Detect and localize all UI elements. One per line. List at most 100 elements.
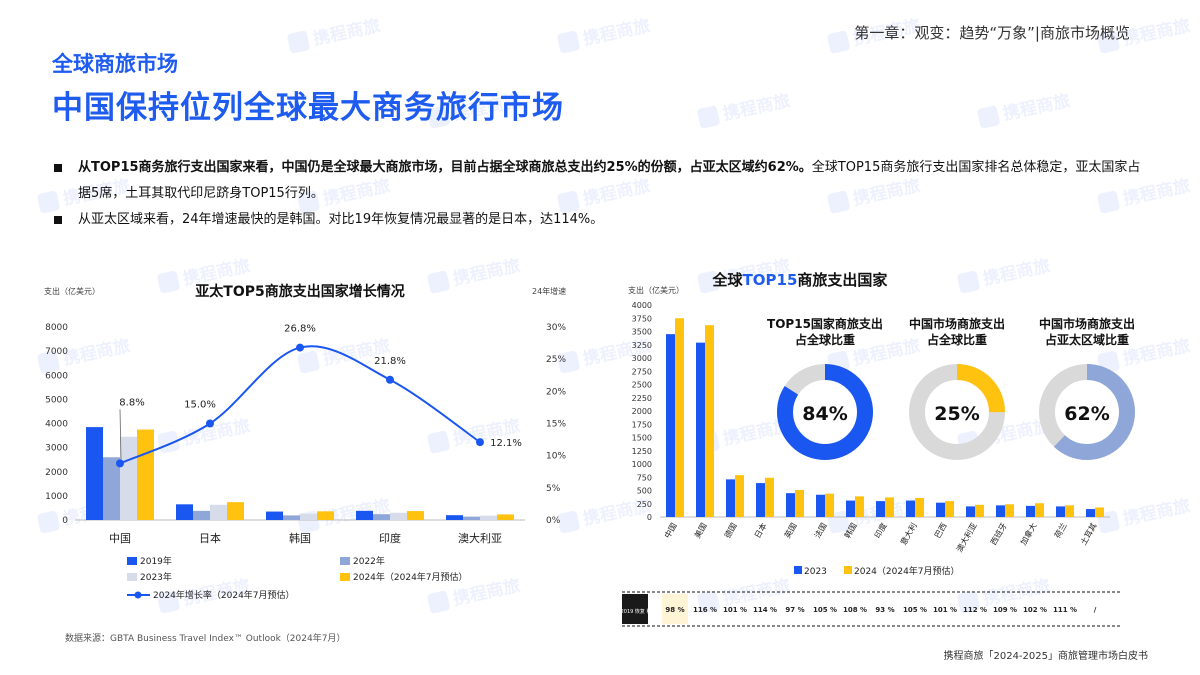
right-legend-swatch — [794, 566, 802, 574]
right-bar — [705, 325, 714, 517]
growth-legend-marker — [134, 591, 142, 599]
right-x-tick-label: 巴西 — [933, 522, 949, 540]
left-bar — [373, 514, 390, 520]
right-bar — [915, 497, 924, 517]
right-x-tick-label: 西班牙 — [988, 521, 1009, 547]
recovery-table-cell: 111 % — [1053, 606, 1077, 614]
left-legend-swatch — [340, 573, 350, 581]
left-bar — [480, 515, 497, 520]
right-y-tick-label: 3000 — [632, 354, 652, 363]
right-bar — [936, 502, 945, 517]
recovery-table-cell: 108 % — [843, 606, 867, 614]
left-y-tick-label: 5000 — [45, 395, 68, 405]
right-bar — [876, 501, 885, 517]
left-x-tick-label: 韩国 — [289, 531, 311, 545]
growth-data-label: 26.8% — [284, 324, 316, 335]
left-chart: 亚太TOP5商旅支出国家增长情况 支出（亿美元） 24年增速 0 1000 2000 300… — [44, 283, 566, 601]
growth-data-label: 12.1% — [490, 438, 522, 449]
right-bar — [1086, 509, 1095, 517]
growth-line — [119, 345, 481, 465]
left-bar — [176, 504, 193, 520]
bullet-2: 从亚太区域来看，24年增速最快的是韩国。对比19年恢复情况最显著的是日本，达11… — [52, 207, 1142, 233]
right-legend-label: 2024（2024年7月预估） — [854, 565, 960, 577]
recovery-table-cell: 116 % — [693, 606, 717, 614]
right-y-tick-label: 3750 — [632, 314, 652, 323]
left-y-tick-label: 6000 — [45, 371, 68, 381]
recovery-table-cell: 105 % — [813, 606, 837, 614]
bullet-1-bold: 从TOP15商务旅行支出国家来看，中国仍是全球最大商旅市场，目前占据全球商旅总支… — [78, 160, 812, 175]
right-y-tick-label: 0 — [647, 513, 652, 522]
left-legend-swatch — [340, 557, 350, 565]
data-source: 数据来源：GBTA Business Travel Index™ Outlook… — [65, 634, 346, 644]
left-x-tick-label: 中国 — [109, 532, 131, 545]
left-y-tick-label: 0 — [62, 516, 68, 526]
right-bar — [945, 501, 954, 517]
recovery-table-row-header — [622, 594, 648, 624]
right-bar — [855, 496, 864, 517]
right-y-tick-label: 250 — [637, 500, 652, 509]
left-bar — [317, 511, 334, 520]
watermark: 携程商旅 — [287, 15, 382, 54]
right-x-tick-label: 英国 — [782, 521, 799, 540]
left-bar — [283, 515, 300, 520]
right-y-tick-label: 2750 — [632, 367, 652, 376]
right-x-tick-label: 荷兰 — [1052, 521, 1069, 540]
right-bar — [726, 479, 735, 517]
right-bar — [885, 497, 894, 517]
left-y-axis-label: 支出（亿美元） — [44, 286, 100, 296]
left-bar — [86, 427, 103, 520]
recovery-table-highlight-cell — [662, 594, 688, 624]
right-bar — [966, 506, 975, 517]
left-y2-tick-label: 30% — [546, 323, 566, 333]
right-bar — [975, 504, 984, 517]
right-y-tick-label: 3250 — [632, 341, 652, 350]
right-bar — [816, 494, 825, 517]
left-y-tick-label: 8000 — [45, 323, 68, 333]
right-y-tick-label: 2500 — [632, 381, 652, 390]
watermark: 携程商旅 — [977, 90, 1072, 129]
right-y-tick-label: 3500 — [632, 328, 652, 337]
page-title: 中国保持位列全球最大商务旅行市场 — [52, 90, 564, 126]
left-x-tick-label: 印度 — [379, 531, 401, 545]
right-x-tick-label: 土耳其 — [1078, 521, 1099, 547]
left-bar — [120, 436, 137, 520]
right-y-tick-label: 2000 — [632, 407, 652, 416]
left-y-tick-label: 2000 — [45, 468, 68, 478]
right-bar — [825, 493, 834, 517]
watermark-text: 携程商旅 — [721, 90, 792, 125]
right-x-tick-label: 意大利 — [898, 521, 919, 547]
right-bar — [795, 489, 804, 517]
right-x-tick-label: 美国 — [692, 521, 709, 540]
left-legend-label: 2024年（2024年7月预估） — [353, 571, 468, 583]
right-bar — [1056, 506, 1065, 517]
left-y2-tick-label: 5% — [546, 484, 561, 494]
left-x-tick-label: 日本 — [199, 531, 221, 545]
left-bar — [407, 511, 424, 520]
left-y2-axis-label: 24年增速 — [532, 286, 566, 296]
right-bar — [846, 500, 855, 517]
left-bar — [193, 510, 210, 520]
right-x-tick-label: 印度 — [872, 521, 889, 540]
growth-point — [116, 459, 124, 468]
right-x-tick-label: 法国 — [812, 521, 829, 540]
right-legend-swatch — [844, 566, 852, 574]
right-y-tick-label: 750 — [637, 473, 652, 482]
left-y2-tick-label: 10% — [546, 452, 566, 462]
right-y-tick-label: 2250 — [632, 394, 652, 403]
watermark-text: 携程商旅 — [581, 15, 652, 50]
right-bar — [666, 334, 675, 517]
left-y-tick-label: 1000 — [45, 492, 68, 502]
left-y2-tick-label: 20% — [546, 387, 566, 397]
section-label: 全球商旅市场 — [52, 52, 178, 76]
right-chart-title: 全球TOP15商旅支出国家 — [712, 271, 888, 289]
right-bar — [696, 342, 705, 517]
recovery-table-cell: 101 % — [933, 606, 957, 614]
right-bar — [996, 505, 1005, 517]
left-bar — [137, 429, 154, 520]
bullet-1: 从TOP15商务旅行支出国家来看，中国仍是全球最大商旅市场，目前占据全球商旅总支… — [52, 155, 1142, 207]
right-bar — [756, 483, 765, 517]
right-y-tick-label: 1250 — [632, 447, 652, 456]
left-y2-tick-label: 25% — [546, 355, 566, 365]
